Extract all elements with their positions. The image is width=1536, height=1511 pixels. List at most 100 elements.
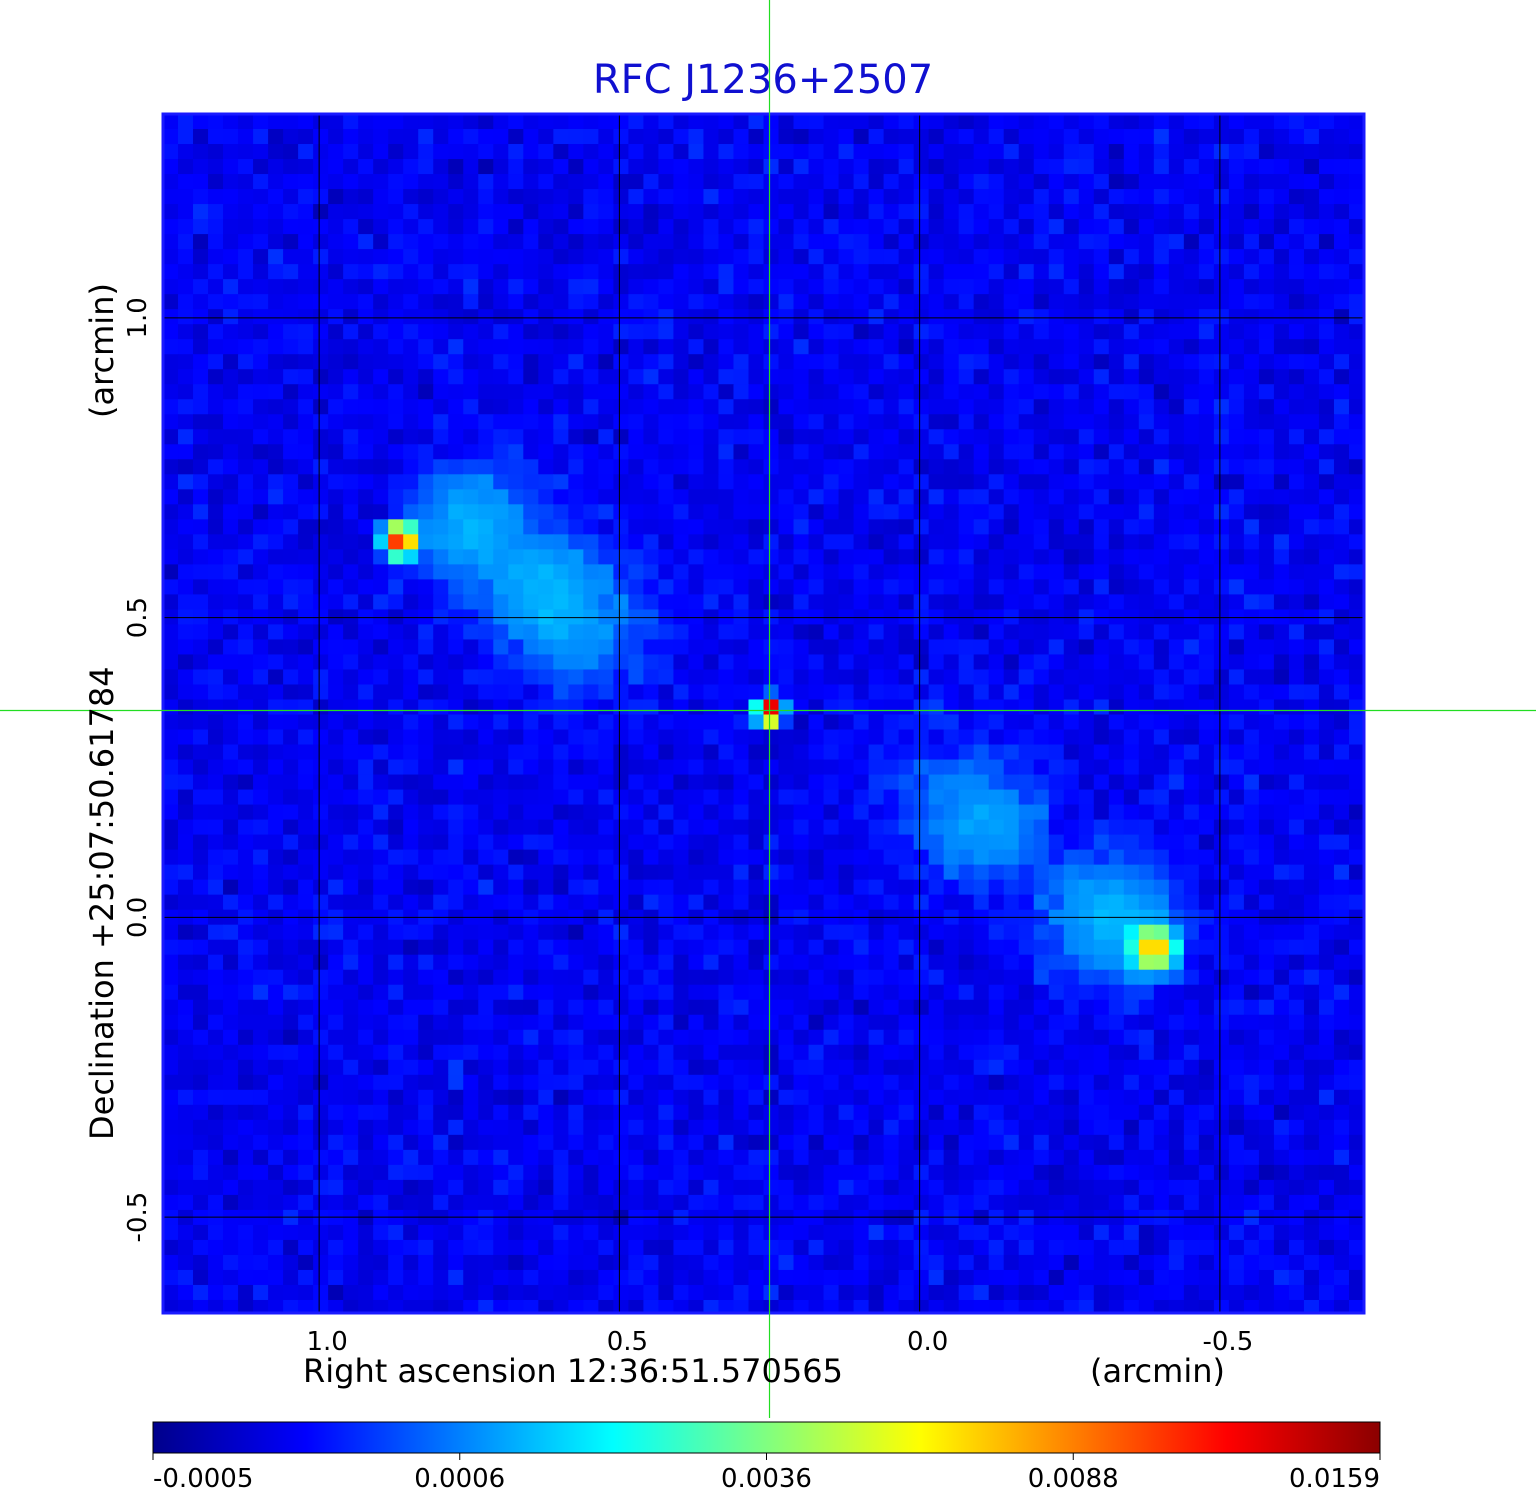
pixel [1018,654,1035,671]
pixel [673,564,690,580]
pixel [823,429,840,445]
pixel [238,1014,254,1031]
pixel [1258,984,1275,1001]
pixel [958,534,975,550]
pixel [808,789,825,806]
pixel [448,789,464,806]
pixel [988,264,1005,280]
pixel [433,894,449,911]
pixel [418,384,434,400]
pixel [1333,234,1350,250]
pixel [1078,219,1095,235]
pixel [883,999,900,1016]
pixel [448,594,464,611]
pixel [1333,339,1350,355]
pixel [538,879,554,896]
pixel [463,849,479,866]
pixel [973,189,990,205]
pixel [508,534,524,550]
pixel [1228,669,1245,686]
pixel [358,954,374,971]
pixel [343,264,359,280]
pixel [253,219,269,235]
pixel [853,804,870,821]
pixel [868,504,885,520]
pixel [1093,129,1110,145]
pixel [508,399,524,415]
pixel [1108,699,1125,716]
pixel [838,984,855,1001]
pixel [1228,654,1245,671]
pixel [1108,624,1125,641]
pixel [703,279,720,295]
pixel [808,684,825,701]
pixel [433,549,449,565]
pixel [913,744,930,761]
pixel [193,279,209,295]
pixel [673,219,690,235]
pixel [343,204,359,220]
pixel [928,849,945,866]
pixel [523,564,539,580]
pixel [1243,519,1260,535]
pixel [1138,729,1155,746]
pixel [1168,579,1185,595]
pixel [238,819,254,836]
pixel [1153,639,1170,656]
pixel [1183,729,1200,746]
pixel [388,294,404,310]
pixel [583,549,599,565]
pixel [1078,654,1095,671]
pixel [298,459,314,475]
pixel [403,564,419,580]
pixel [178,489,194,505]
pixel [718,159,735,175]
pixel [1153,849,1170,866]
pixel [883,369,900,385]
pixel [1348,804,1364,821]
pixel [823,189,840,205]
pixel [1108,654,1125,671]
pixel [238,534,254,550]
pixel [478,489,494,505]
pixel [598,864,614,881]
pixel [208,459,224,475]
pixel [1183,174,1200,190]
pixel [748,174,765,190]
pixel [838,579,855,595]
pixel [223,729,239,746]
pixel [823,684,840,701]
pixel [313,894,329,911]
pixel [1048,429,1065,445]
pixel [1348,384,1364,400]
pixel [328,189,344,205]
pixel [838,399,855,415]
pixel [868,429,885,445]
pixel [193,189,209,205]
pixel [448,204,464,220]
pixel [943,624,960,641]
pixel [418,819,434,836]
pixel [298,504,314,520]
pixel [343,159,359,175]
pixel [253,564,269,580]
pixel [343,879,359,896]
pixel [913,129,930,145]
pixel [868,519,885,535]
pixel [988,234,1005,250]
pixel [643,189,660,205]
pixel [163,354,179,370]
pixel [1243,729,1260,746]
pixel [178,624,194,641]
pixel [1243,714,1260,731]
pixel [1198,729,1215,746]
pixel [493,729,509,746]
pixel [1198,174,1215,190]
pixel [553,714,569,731]
pixel [658,384,675,400]
pixel [1123,399,1140,415]
pixel [703,489,720,505]
pixel [658,684,675,701]
pixel [733,504,750,520]
pixel [1303,714,1320,731]
